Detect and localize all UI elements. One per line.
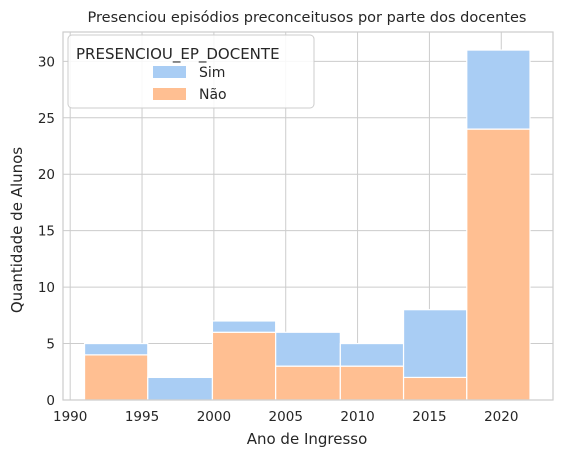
bar-sim [402,309,468,379]
legend-label-sim: Sim [199,65,225,81]
x-tick-label: 2005 [269,409,303,425]
bars [83,49,531,401]
bar-sim [147,376,214,401]
x-tick-label: 1995 [125,409,159,425]
y-tick-label: 30 [38,54,55,70]
plot-frame [62,31,554,401]
legend-box [67,34,315,109]
legend-swatch-nao [153,88,186,100]
legend-swatch-sim [153,66,186,78]
bar-nao [402,376,468,401]
bar-sim [339,342,405,367]
tick-labels: 1990 1995 2000 2005 2010 2015 2020 0 5 10 15 20 25 30 [38,54,519,425]
y-axis-label: Quantidade de Alunos [8,147,26,313]
y-tick-label: 0 [46,393,55,409]
legend-label-nao: Não [199,87,227,103]
legend: PRESENCIOU_EP_DOCENTE Sim Não [67,34,315,109]
bar-sim [275,331,341,367]
x-tick-label: 1990 [53,409,87,425]
x-axis-label: Ano de Ingresso [247,430,368,448]
bar-nao [466,128,531,401]
y-tick-label: 20 [38,167,55,183]
bar-nao [339,365,405,401]
bar-nao [83,354,149,401]
x-tick-label: 2015 [412,409,446,425]
legend-title: PRESENCIOU_EP_DOCENTE [76,45,280,64]
bar-nao [275,365,341,401]
bar-nao [211,331,277,401]
x-tick-label: 2010 [340,409,374,425]
y-tick-label: 15 [38,224,55,240]
x-tick-label: 2000 [197,409,231,425]
bar-sim [211,320,277,333]
y-tick-label: 25 [38,111,55,127]
x-tick-label: 2020 [484,409,518,425]
bar-sim [83,342,149,356]
bar-sim [466,49,531,130]
y-tick-label: 10 [38,280,55,296]
y-tick-label: 5 [46,337,55,353]
chart-title: Presenciou episódios preconceitusos por … [88,10,527,26]
